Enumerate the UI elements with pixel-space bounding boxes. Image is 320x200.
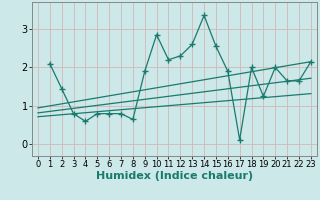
X-axis label: Humidex (Indice chaleur): Humidex (Indice chaleur) — [96, 171, 253, 181]
